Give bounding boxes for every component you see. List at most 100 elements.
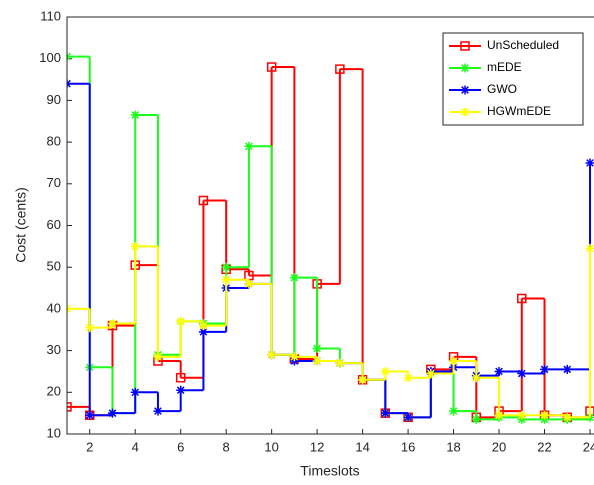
legend-label: UnScheduled	[487, 38, 559, 52]
marker	[175, 372, 186, 383]
marker	[67, 402, 72, 412]
marker	[176, 385, 186, 395]
marker-asterisk	[221, 275, 231, 285]
marker	[153, 352, 163, 362]
y-tick-label: 10	[47, 425, 61, 440]
x-tick-label: 14	[355, 439, 369, 454]
marker-square	[335, 64, 345, 74]
marker-asterisk	[380, 408, 390, 418]
marker-asterisk	[289, 352, 299, 362]
y-tick-label: 50	[47, 259, 61, 274]
marker	[494, 410, 504, 420]
marker-asterisk	[460, 85, 470, 95]
marker-asterisk	[198, 327, 208, 337]
plot	[67, 52, 594, 424]
x-tick-label: 22	[537, 439, 551, 454]
marker	[244, 141, 254, 151]
marker	[471, 373, 481, 383]
marker-asterisk	[449, 406, 459, 416]
y-tick-label: 60	[47, 217, 61, 232]
marker-square	[175, 372, 186, 383]
y-tick-label: 90	[47, 92, 61, 107]
marker-asterisk	[517, 410, 527, 420]
marker	[198, 321, 208, 331]
marker	[517, 369, 527, 379]
y-tick-label: 80	[47, 134, 61, 149]
marker-asterisk	[380, 366, 390, 376]
marker	[403, 373, 413, 383]
marker	[335, 358, 345, 368]
marker	[198, 195, 209, 206]
y-tick-label: 30	[47, 342, 61, 357]
marker	[130, 110, 140, 120]
marker	[267, 350, 277, 360]
marker	[358, 375, 368, 385]
marker-asterisk	[403, 373, 413, 383]
marker	[380, 366, 390, 376]
marker	[107, 318, 117, 328]
x-tick-label: 12	[310, 439, 324, 454]
marker-asterisk	[460, 63, 470, 73]
marker	[471, 414, 481, 424]
marker-square	[198, 195, 209, 206]
y-tick-label: 70	[47, 175, 61, 190]
x-axis-label: Timeslots	[300, 463, 359, 479]
marker-asterisk	[540, 364, 550, 374]
marker	[540, 410, 550, 420]
marker	[517, 410, 527, 420]
marker-asterisk	[335, 358, 345, 368]
y-tick-label: 40	[47, 300, 61, 315]
y-tick-label: 20	[47, 384, 61, 399]
marker	[335, 64, 345, 74]
marker-asterisk	[494, 366, 504, 376]
marker	[562, 412, 572, 422]
x-tick-label: 18	[446, 439, 460, 454]
marker	[266, 62, 277, 72]
marker-asterisk	[289, 273, 299, 283]
marker-asterisk	[244, 141, 254, 151]
x-tick-label: 10	[264, 439, 278, 454]
series	[67, 241, 594, 422]
marker	[130, 387, 140, 397]
marker	[312, 344, 322, 354]
marker-square	[67, 402, 72, 412]
marker-asterisk	[585, 158, 594, 168]
marker	[403, 412, 413, 422]
marker-asterisk	[358, 375, 368, 385]
axes-box	[66, 16, 594, 435]
legend: UnScheduled mEDE GWO HGWmEDE	[442, 32, 584, 126]
marker-asterisk	[198, 321, 208, 331]
x-tick-label: 2	[86, 439, 93, 454]
marker	[221, 262, 231, 272]
marker-asterisk	[471, 414, 481, 424]
marker	[540, 364, 550, 374]
marker-asterisk	[562, 364, 572, 374]
marker-asterisk	[540, 410, 550, 420]
marker-asterisk	[244, 279, 254, 289]
marker-asterisk	[107, 318, 117, 328]
marker-asterisk	[494, 410, 504, 420]
y-axis-label: Cost (cents)	[13, 187, 29, 262]
marker	[198, 327, 208, 337]
marker	[585, 243, 594, 253]
marker	[85, 410, 95, 420]
marker	[176, 316, 186, 326]
y-tick-label: 110	[40, 8, 61, 23]
marker-asterisk	[449, 356, 459, 366]
marker-asterisk	[312, 344, 322, 354]
marker-asterisk	[517, 369, 527, 379]
marker-asterisk	[426, 369, 436, 379]
marker-asterisk	[585, 243, 594, 253]
marker-square	[460, 41, 470, 51]
marker-asterisk	[562, 412, 572, 422]
marker-asterisk	[403, 412, 413, 422]
marker-asterisk	[130, 241, 140, 251]
marker-square	[517, 293, 527, 304]
marker	[289, 273, 299, 283]
marker-asterisk	[85, 323, 95, 333]
x-tick-label: 4	[132, 439, 139, 454]
legend-label: mEDE	[487, 60, 522, 74]
marker-asterisk	[153, 352, 163, 362]
marker-asterisk	[471, 373, 481, 383]
